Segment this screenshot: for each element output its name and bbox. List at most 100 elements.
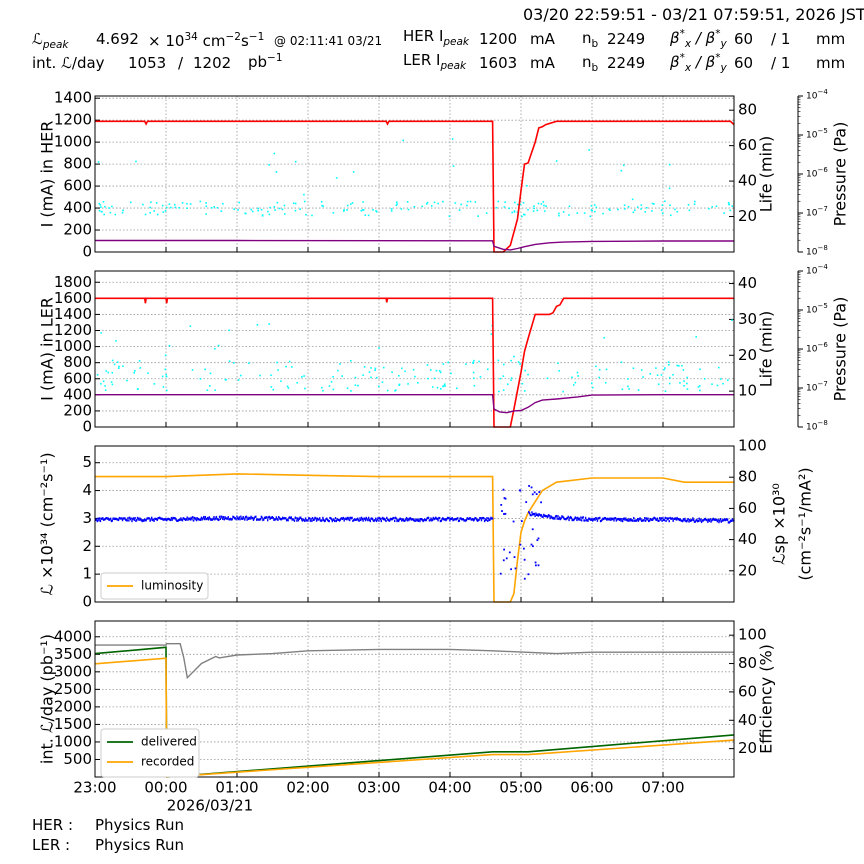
- specific-luminosity-point: [276, 517, 278, 521]
- ler-beta-y: / 1: [771, 54, 791, 72]
- pressure-point: [161, 375, 164, 378]
- y2-tick-label: 80: [738, 468, 757, 486]
- specific-luminosity-point: [336, 518, 338, 521]
- specific-luminosity-point: [471, 518, 473, 521]
- specific-luminosity-point: [391, 518, 394, 521]
- pressure-point: [426, 364, 429, 366]
- pressure-point: [510, 379, 512, 382]
- specific-luminosity-point: [378, 519, 380, 522]
- pressure-point: [726, 379, 729, 382]
- y-tick-label: 3500: [54, 645, 92, 663]
- specific-luminosity-point: [710, 520, 712, 523]
- pressure-point: [111, 205, 113, 208]
- pressure-point: [404, 370, 406, 373]
- specific-luminosity-point: [602, 517, 604, 520]
- specific-luminosity-point: [248, 516, 251, 520]
- specific-luminosity-point: [536, 513, 539, 516]
- specific-luminosity-point: [225, 517, 227, 520]
- pressure-point: [330, 381, 333, 383]
- specific-luminosity-point: [525, 501, 528, 503]
- specific-luminosity-point: [412, 518, 414, 521]
- specific-luminosity-point: [162, 518, 165, 521]
- specific-luminosity-point: [226, 517, 229, 520]
- pressure-point: [104, 385, 106, 387]
- specific-luminosity-point: [691, 518, 693, 522]
- pressure-tick-label: 10−4: [806, 263, 828, 277]
- specific-luminosity-point: [195, 517, 197, 520]
- y-tick-label: 1600: [54, 289, 92, 307]
- specific-luminosity-point: [387, 518, 390, 522]
- specific-luminosity-point: [647, 517, 649, 520]
- specific-luminosity-point: [127, 516, 129, 520]
- specific-luminosity-point: [361, 517, 364, 521]
- pressure-point: [113, 363, 116, 366]
- specific-luminosity-point: [447, 516, 450, 520]
- specific-luminosity-point: [106, 517, 109, 520]
- specific-luminosity-point: [203, 515, 205, 519]
- specific-luminosity-point: [462, 518, 465, 521]
- pressure-point: [608, 208, 610, 210]
- specific-luminosity-point: [185, 518, 188, 521]
- pressure-point: [153, 383, 156, 385]
- specific-luminosity-point: [549, 517, 551, 520]
- specific-luminosity-point: [122, 517, 125, 520]
- specific-luminosity-point: [405, 518, 407, 521]
- y-tick-label: 1: [82, 565, 92, 583]
- pressure-point: [593, 204, 596, 206]
- specific-luminosity-point: [330, 518, 333, 521]
- specific-luminosity-point: [512, 520, 515, 523]
- specific-luminosity-point: [491, 517, 493, 520]
- y2-tick-label: 60: [738, 499, 757, 517]
- pressure-point: [116, 361, 119, 363]
- pressure-point: [508, 207, 510, 210]
- specific-luminosity-point: [700, 520, 703, 524]
- specific-luminosity-point: [563, 517, 565, 520]
- specific-luminosity-point: [356, 517, 359, 520]
- pressure-point: [632, 367, 635, 370]
- specific-luminosity-point: [431, 519, 433, 522]
- specific-luminosity-point: [467, 517, 469, 520]
- pressure-point: [97, 161, 100, 163]
- pressure-point: [479, 375, 482, 378]
- specific-luminosity-point: [727, 521, 730, 524]
- pressure-point: [406, 201, 409, 203]
- specific-luminosity-point: [120, 517, 122, 520]
- y2-tick-label: 20: [738, 561, 757, 579]
- specific-luminosity-point: [128, 516, 131, 519]
- pressure-point: [237, 379, 240, 381]
- specific-luminosity-point: [664, 516, 666, 519]
- specific-luminosity-point: [121, 519, 124, 522]
- pressure-point: [686, 388, 689, 390]
- pressure-point: [517, 361, 520, 363]
- pressure-point: [640, 204, 643, 206]
- specific-luminosity-point: [404, 519, 406, 522]
- y-tick-label: 400: [63, 385, 92, 403]
- specific-luminosity-point: [199, 518, 201, 521]
- pressure-point: [545, 205, 547, 207]
- pressure-point: [375, 376, 378, 379]
- specific-luminosity-point: [571, 518, 573, 522]
- pressure-point: [417, 382, 419, 384]
- specific-luminosity-point: [372, 519, 375, 522]
- specific-luminosity-point: [642, 519, 644, 522]
- y-tick-label: 1500: [54, 715, 92, 733]
- specific-luminosity-point: [479, 516, 481, 520]
- pressure-point: [189, 203, 192, 205]
- pressure-point: [543, 210, 546, 212]
- pressure-point: [697, 386, 700, 388]
- pressure-tick-label: 10−6: [806, 166, 828, 180]
- specific-luminosity-point: [177, 519, 180, 522]
- specific-luminosity-point: [128, 519, 130, 522]
- specific-luminosity-point: [674, 517, 677, 520]
- pressure-point: [574, 381, 577, 384]
- specific-luminosity-point: [385, 519, 387, 523]
- pressure-point: [398, 383, 401, 386]
- specific-luminosity-point: [333, 518, 335, 522]
- pressure-point: [101, 211, 103, 213]
- specific-luminosity-point: [183, 517, 185, 520]
- specific-luminosity-point: [171, 518, 173, 521]
- pressure-point: [524, 213, 526, 216]
- specific-luminosity-point: [116, 518, 118, 521]
- x-tick-label: 02:00: [286, 779, 329, 797]
